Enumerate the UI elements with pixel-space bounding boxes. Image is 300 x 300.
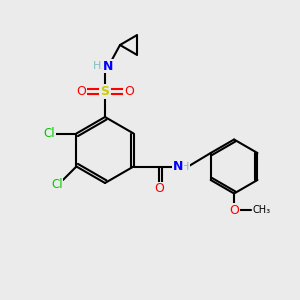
Text: N: N [103,59,113,73]
Text: Cl: Cl [44,127,55,140]
Text: Cl: Cl [51,178,63,191]
Text: O: O [154,182,164,196]
Text: S: S [100,85,109,98]
Text: O: O [229,203,239,217]
Text: O: O [124,85,134,98]
Text: O: O [76,85,86,98]
Text: H: H [93,61,102,71]
Text: CH₃: CH₃ [252,205,270,215]
Text: H: H [181,161,189,172]
Text: N: N [173,160,183,173]
